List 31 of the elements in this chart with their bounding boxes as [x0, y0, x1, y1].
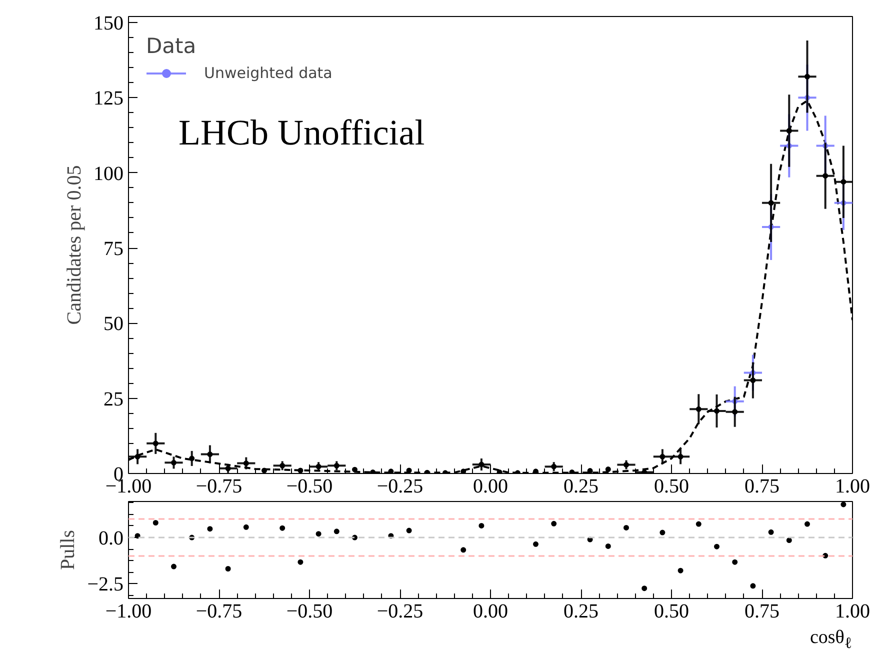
x-tick-label: −0.50	[286, 600, 333, 622]
x-tick-label: 0.00	[473, 600, 508, 622]
x-tick-label: 0.50	[654, 476, 689, 498]
y-axis-title: Pulls	[57, 530, 80, 570]
y-tick-label: −2.5	[87, 574, 124, 596]
y-tick-label: 125	[94, 88, 124, 110]
annotation: LHCb Unofficial	[178, 112, 425, 152]
y-axis-title: Candidates per 0.05	[64, 165, 86, 325]
y-tick-label: 100	[94, 162, 124, 185]
x-tick-label: 0.25	[564, 600, 598, 622]
x-tick-label: 0.00	[473, 476, 508, 498]
x-tick-label: 1.00	[835, 600, 870, 622]
y-tick-label: 75	[104, 238, 124, 260]
x-tick-label: −0.75	[196, 600, 242, 622]
x-tick-label: 0.75	[744, 600, 780, 622]
x-tick-label: −0.50	[286, 476, 333, 498]
x-tick-label: 0.25	[564, 476, 598, 498]
y-tick-label: 0.0	[98, 528, 124, 550]
x-tick-label: −0.75	[196, 476, 242, 498]
y-tick-label: 50	[104, 313, 124, 336]
x-tick-label: 0.75	[744, 476, 780, 498]
x-tick-label: 1.00	[835, 476, 870, 498]
x-axis-title: cosθ$_{ℓ}$	[810, 626, 852, 652]
y-tick-label: 150	[94, 12, 124, 35]
x-tick-label: 0.50	[654, 600, 689, 622]
legend-label: Unweighted data	[204, 64, 332, 82]
x-tick-label: −1.00	[105, 600, 152, 622]
x-tick-label: −0.25	[376, 476, 424, 498]
y-tick-label: 25	[104, 388, 124, 410]
legend-title: Data	[146, 34, 198, 58]
x-tick-label: −0.25	[376, 600, 424, 622]
